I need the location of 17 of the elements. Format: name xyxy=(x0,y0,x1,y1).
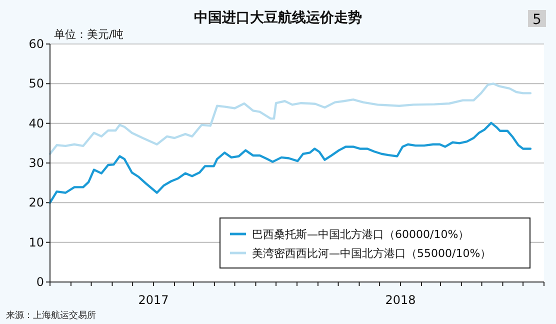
line-series xyxy=(48,122,532,204)
legend-label: 美湾密西西比河—中国北方港口（55000/10%） xyxy=(252,247,492,260)
source-note: 来源：上海航运交易所 xyxy=(6,310,96,321)
chart-title: 中国进口大豆航线运价走势 xyxy=(194,9,362,26)
x-tick-label: 2018 xyxy=(385,293,416,307)
legend-label: 巴西桑托斯—中国北方港口（60000/10%） xyxy=(252,228,470,241)
y-tick-label: 40 xyxy=(28,116,44,130)
y-tick-label: 0 xyxy=(36,275,44,289)
y-tick-label: 20 xyxy=(28,196,44,210)
text: 5 xyxy=(532,12,542,28)
y-tick-label: 60 xyxy=(28,37,44,51)
x-tick-label: 2017 xyxy=(138,293,169,307)
y-tick-label: 30 xyxy=(28,156,44,170)
line-series xyxy=(48,82,532,155)
y-tick-label: 10 xyxy=(28,235,44,250)
y-tick-label: 50 xyxy=(28,76,44,91)
y-axis-title: 单位：美元/吨 xyxy=(54,28,124,41)
